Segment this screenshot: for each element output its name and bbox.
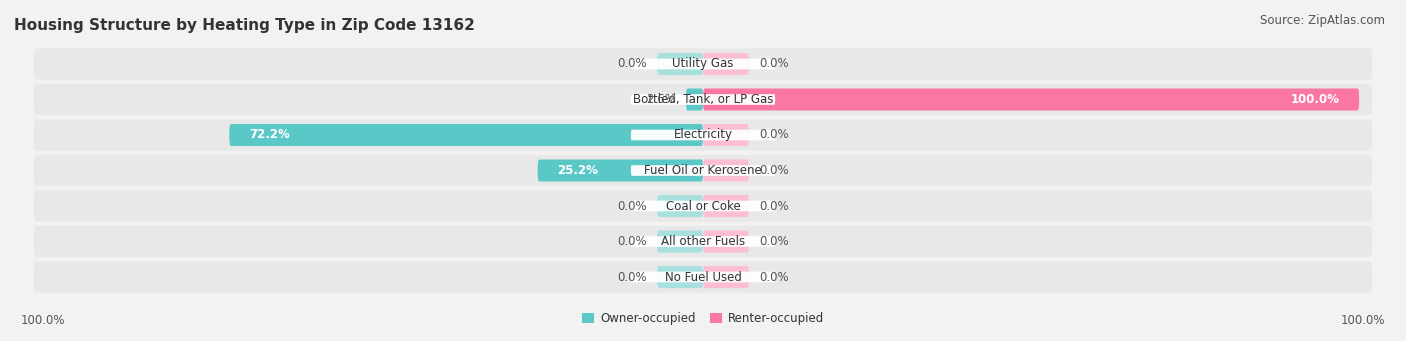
Text: 0.0%: 0.0%: [617, 58, 647, 71]
FancyBboxPatch shape: [657, 53, 703, 75]
FancyBboxPatch shape: [657, 266, 703, 288]
Text: 0.0%: 0.0%: [617, 235, 647, 248]
Text: Coal or Coke: Coal or Coke: [665, 199, 741, 212]
FancyBboxPatch shape: [631, 272, 775, 282]
FancyBboxPatch shape: [631, 236, 775, 247]
Legend: Owner-occupied, Renter-occupied: Owner-occupied, Renter-occupied: [582, 312, 824, 325]
Text: 0.0%: 0.0%: [759, 164, 789, 177]
Text: Electricity: Electricity: [673, 129, 733, 142]
Text: 100.0%: 100.0%: [1341, 314, 1385, 327]
Text: 0.0%: 0.0%: [617, 199, 647, 212]
FancyBboxPatch shape: [34, 262, 1372, 293]
Text: No Fuel Used: No Fuel Used: [665, 270, 741, 283]
Text: 100.0%: 100.0%: [21, 314, 65, 327]
FancyBboxPatch shape: [657, 195, 703, 217]
FancyBboxPatch shape: [631, 201, 775, 211]
FancyBboxPatch shape: [631, 130, 775, 140]
Text: Bottled, Tank, or LP Gas: Bottled, Tank, or LP Gas: [633, 93, 773, 106]
FancyBboxPatch shape: [703, 124, 749, 146]
FancyBboxPatch shape: [34, 119, 1372, 151]
Text: 100.0%: 100.0%: [1291, 93, 1340, 106]
FancyBboxPatch shape: [34, 226, 1372, 257]
FancyBboxPatch shape: [703, 231, 749, 252]
Text: Source: ZipAtlas.com: Source: ZipAtlas.com: [1260, 14, 1385, 27]
FancyBboxPatch shape: [657, 231, 703, 252]
Text: 72.2%: 72.2%: [249, 129, 290, 142]
Text: 0.0%: 0.0%: [759, 270, 789, 283]
Text: Fuel Oil or Kerosene: Fuel Oil or Kerosene: [644, 164, 762, 177]
FancyBboxPatch shape: [686, 89, 703, 110]
Text: 2.6%: 2.6%: [647, 93, 676, 106]
FancyBboxPatch shape: [631, 94, 775, 105]
FancyBboxPatch shape: [703, 266, 749, 288]
FancyBboxPatch shape: [34, 84, 1372, 115]
FancyBboxPatch shape: [537, 160, 703, 181]
FancyBboxPatch shape: [34, 48, 1372, 79]
Text: Housing Structure by Heating Type in Zip Code 13162: Housing Structure by Heating Type in Zip…: [14, 18, 475, 33]
Text: 0.0%: 0.0%: [759, 235, 789, 248]
Text: 0.0%: 0.0%: [759, 58, 789, 71]
Text: 0.0%: 0.0%: [759, 129, 789, 142]
FancyBboxPatch shape: [229, 124, 703, 146]
Text: 25.2%: 25.2%: [557, 164, 598, 177]
FancyBboxPatch shape: [34, 190, 1372, 222]
Text: All other Fuels: All other Fuels: [661, 235, 745, 248]
FancyBboxPatch shape: [631, 59, 775, 69]
FancyBboxPatch shape: [703, 195, 749, 217]
FancyBboxPatch shape: [631, 165, 775, 176]
FancyBboxPatch shape: [34, 155, 1372, 186]
Text: Utility Gas: Utility Gas: [672, 58, 734, 71]
FancyBboxPatch shape: [703, 160, 749, 181]
FancyBboxPatch shape: [703, 53, 749, 75]
Text: 0.0%: 0.0%: [617, 270, 647, 283]
FancyBboxPatch shape: [703, 89, 1360, 110]
Text: 0.0%: 0.0%: [759, 199, 789, 212]
